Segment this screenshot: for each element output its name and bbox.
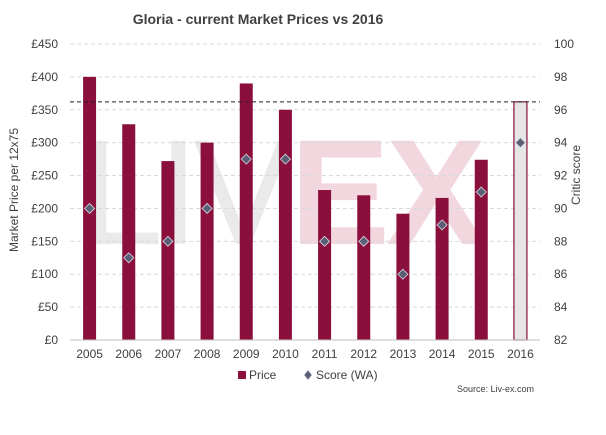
y2-tick-label: 82 (554, 333, 568, 347)
source-note: Source: Liv-ex.com (457, 384, 534, 394)
x-tick-label: 2007 (155, 347, 182, 361)
y-axis-ticks: £0 £50 £100 £150 £200 £250 £300 £350 £400 £450 (31, 37, 58, 347)
y2-tick-label: 84 (554, 300, 568, 314)
y2-tick-label: 96 (554, 103, 568, 117)
y2-tick-label: 90 (554, 201, 568, 215)
score-marker (436, 219, 448, 231)
y-tick-label: £350 (31, 103, 58, 117)
y-tick-label: £100 (31, 267, 58, 281)
price-bar (357, 195, 371, 340)
y-tick-label: £300 (31, 136, 58, 150)
gridlines (70, 43, 540, 308)
y2-tick-label: 100 (554, 37, 574, 51)
legend-label-score: Score (WA) (316, 368, 378, 382)
y2-tick-label: 86 (554, 267, 568, 281)
svg-text:LIV: LIV (80, 108, 293, 276)
price-bar (239, 83, 253, 340)
score-marker (358, 235, 370, 247)
x-tick-label: 2015 (468, 347, 495, 361)
x-tick-label: 2012 (350, 347, 377, 361)
y-tick-label: £0 (45, 333, 59, 347)
y2-axis-label: Critic score (569, 145, 583, 205)
x-tick-label: 2006 (115, 347, 142, 361)
y-tick-label: £250 (31, 169, 58, 183)
y-tick-label: £50 (38, 300, 58, 314)
price-bar (200, 142, 214, 340)
y-tick-label: £150 (31, 234, 58, 248)
price-bar (435, 197, 449, 340)
score-markers (84, 137, 526, 280)
x-tick-label: 2013 (390, 347, 417, 361)
x-tick-label: 2008 (194, 347, 221, 361)
y2-tick-label: 92 (554, 169, 568, 183)
x-tick-label: 2005 (76, 347, 103, 361)
score-marker (319, 235, 331, 247)
score-marker (162, 235, 174, 247)
x-tick-label: 2010 (272, 347, 299, 361)
x-axis-ticks: 2005 2006 2007 2008 2009 2010 2011 2012 2013 2014… (76, 347, 534, 361)
score-marker (201, 202, 213, 215)
x-tick-label: 2009 (233, 347, 260, 361)
y-tick-label: £400 (31, 70, 58, 84)
x-tick-label: 2014 (429, 347, 456, 361)
price-bar (278, 109, 292, 341)
y2-tick-label: 94 (554, 136, 568, 150)
y2-tick-label: 98 (554, 70, 568, 84)
score-marker (279, 153, 291, 165)
score-marker (84, 202, 96, 215)
watermark-logo: LIV EX (80, 108, 489, 276)
score-marker (475, 186, 487, 198)
price-bar (122, 124, 136, 340)
price-bar (318, 190, 332, 340)
score-marker (240, 153, 252, 165)
price-bar (161, 161, 175, 340)
chart-title: Gloria - current Market Prices vs 2016 (133, 11, 384, 27)
legend: Price Score (WA) (238, 368, 378, 382)
legend-label-price: Price (249, 368, 277, 382)
x-tick-label: 2011 (312, 347, 338, 361)
price-bars (83, 76, 528, 341)
y2-tick-label: 88 (554, 234, 568, 248)
score-marker (397, 268, 409, 280)
score-marker (123, 252, 135, 264)
legend-marker-score (303, 369, 313, 381)
price-bar (474, 159, 488, 340)
y-axis-label: Market Price per 12x75 (7, 128, 21, 252)
legend-swatch-price (238, 371, 246, 379)
x-tick-label: 2016 (507, 347, 534, 361)
score-marker (514, 137, 526, 149)
y2-axis-ticks: 82 84 86 88 90 92 94 96 98 100 (554, 37, 574, 347)
y-tick-label: £450 (31, 37, 58, 51)
y-tick-label: £200 (31, 201, 58, 215)
